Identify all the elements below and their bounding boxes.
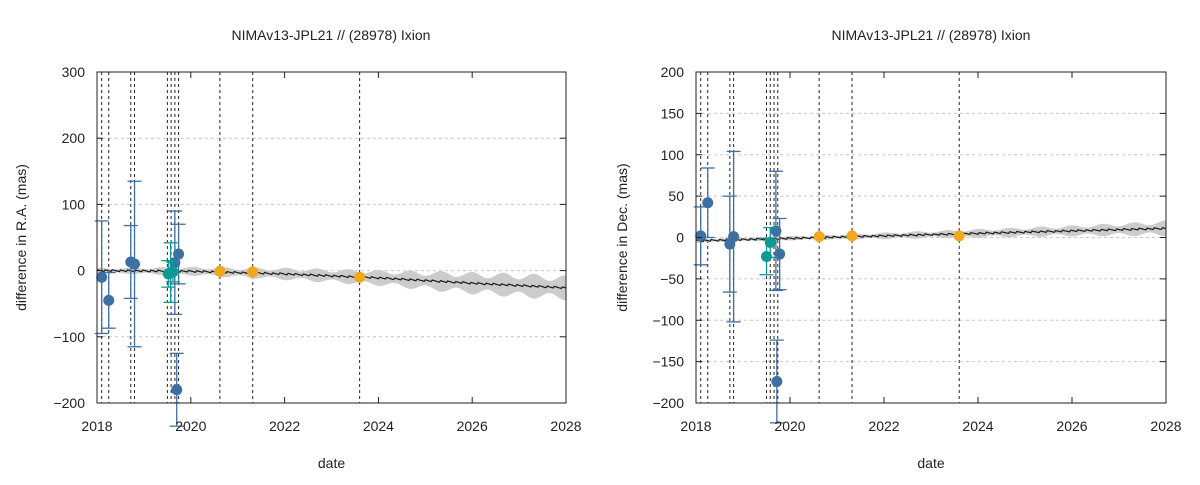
- data-point: [695, 230, 707, 242]
- y-tick-label: 0: [676, 230, 684, 246]
- chart-title: NIMAv13-JPL21 // (28978) Ixion: [232, 27, 431, 43]
- y-tick-label: −200: [53, 395, 85, 411]
- x-tick-label: 2022: [269, 418, 300, 434]
- data-point: [167, 266, 179, 278]
- x-tick-label: 2024: [962, 418, 993, 434]
- y-tick-label: 50: [668, 188, 684, 204]
- x-tick-label: 2024: [363, 418, 394, 434]
- data-point: [846, 230, 858, 242]
- data-point: [953, 230, 965, 242]
- x-tick-label: 2026: [1056, 418, 1087, 434]
- data-point: [173, 248, 185, 260]
- data-point: [354, 271, 366, 283]
- data-point: [702, 197, 714, 209]
- chart-title: NIMAv13-JPL21 // (28978) Ixion: [832, 27, 1031, 43]
- y-tick-label: 100: [62, 196, 86, 212]
- data-point: [169, 257, 181, 269]
- x-tick-label: 2020: [175, 418, 206, 434]
- data-point: [813, 231, 825, 243]
- data-point: [247, 266, 259, 278]
- uncertainty-band: [97, 266, 566, 301]
- y-tick-label: 200: [661, 64, 685, 80]
- y-tick-label: −200: [652, 395, 684, 411]
- x-axis-label: date: [318, 455, 345, 471]
- y-axis-label: difference in R.A. (mas): [13, 164, 29, 311]
- x-tick-label: 2018: [81, 418, 112, 434]
- y-tick-label: −100: [53, 329, 85, 345]
- y-tick-label: 200: [62, 130, 86, 146]
- plot-frame: [96, 71, 567, 404]
- x-tick-label: 2026: [457, 418, 488, 434]
- x-tick-label: 2018: [680, 418, 711, 434]
- y-tick-label: 0: [77, 263, 85, 279]
- chart-1: NIMAv13-JPL21 // (28978) Ixion −200 −100 0 1…: [13, 27, 582, 471]
- data-point: [771, 375, 783, 387]
- chart-2: NIMAv13-JPL21 // (28978) Ixion −200 −150 −1…: [614, 27, 1182, 471]
- x-axis-label: date: [917, 455, 944, 471]
- data-point: [96, 271, 108, 283]
- data-point: [171, 384, 183, 396]
- y-tick-label: −50: [660, 271, 684, 287]
- data-point: [764, 236, 776, 248]
- model-line: [695, 227, 1167, 243]
- x-tick-label: 2022: [868, 418, 899, 434]
- x-tick-label: 2028: [550, 418, 581, 434]
- y-axis-label: difference in Dec. (mas): [614, 163, 630, 311]
- y-tick-label: 100: [661, 147, 685, 163]
- y-tick-label: −150: [652, 354, 684, 370]
- y-tick-label: −100: [652, 312, 684, 328]
- x-tick-label: 2020: [774, 418, 805, 434]
- data-point: [103, 294, 115, 306]
- data-point: [761, 251, 772, 263]
- y-tick-label: 150: [661, 105, 685, 121]
- y-tick-label: 300: [62, 64, 86, 80]
- data-point: [728, 231, 740, 243]
- data-point: [129, 258, 141, 270]
- data-point: [214, 265, 226, 277]
- x-tick-label: 2028: [1150, 418, 1181, 434]
